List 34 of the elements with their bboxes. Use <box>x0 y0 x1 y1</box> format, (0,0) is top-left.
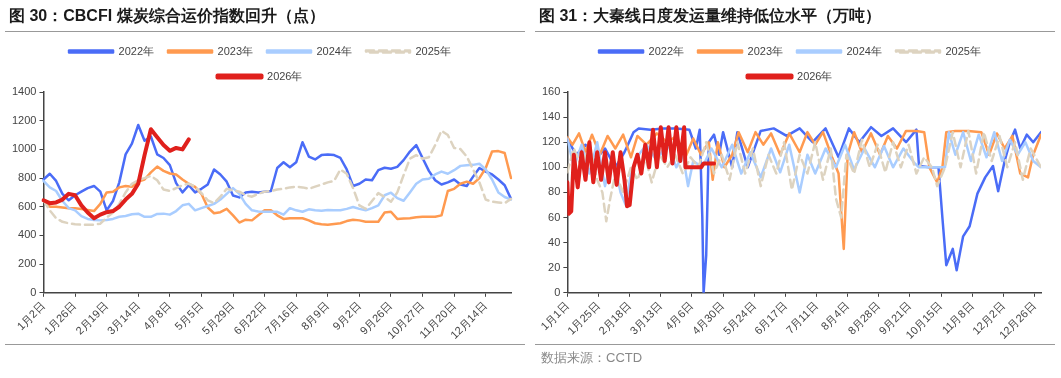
legend-label: 2025年 <box>415 44 451 57</box>
y-tick-label: 40 <box>548 235 561 248</box>
legend-label: 2024年 <box>316 44 352 57</box>
y-tick-label: 0 <box>554 285 561 298</box>
y-tick-label: 120 <box>541 135 561 148</box>
y-tick-label: 1000 <box>11 142 37 155</box>
y-tick-label: 80 <box>548 185 561 198</box>
legend-label: 2022年 <box>118 44 155 57</box>
chart-title: 图 31：大秦线日度发运量维持低位水平（万吨） <box>535 0 1055 32</box>
legend-label: 2023年 <box>217 44 254 57</box>
y-tick-label: 200 <box>18 257 37 270</box>
legend-label: 2022年 <box>648 44 685 57</box>
y-tick-label: 20 <box>548 260 561 273</box>
legend-label: 2024年 <box>846 44 882 57</box>
legend-label: 2026年 <box>267 69 303 82</box>
legend-label: 2025年 <box>945 44 981 57</box>
y-tick-label: 1400 <box>11 85 37 98</box>
legend-label: 2023年 <box>747 44 784 57</box>
x-tick-label: 8月9日 <box>298 299 332 333</box>
y-tick-label: 100 <box>541 160 561 173</box>
chart-title: 图 30：CBCFI 煤炭综合运价指数回升（点） <box>5 0 525 32</box>
y-tick-label: 60 <box>548 210 561 223</box>
line-series <box>42 129 513 226</box>
y-tick-label: 1200 <box>11 113 37 126</box>
y-tick-label: 800 <box>18 171 37 184</box>
y-tick-label: 600 <box>18 199 37 212</box>
y-tick-label: 140 <box>541 110 561 123</box>
y-tick-label: 400 <box>18 228 37 241</box>
source-note: 数据来源：CCTD <box>535 344 1055 373</box>
y-tick-label: 160 <box>541 85 561 98</box>
y-tick-label: 0 <box>30 285 37 298</box>
legend-label: 2026年 <box>797 69 833 82</box>
x-tick-label: 4月8日 <box>140 299 174 333</box>
line-series <box>567 129 1041 223</box>
